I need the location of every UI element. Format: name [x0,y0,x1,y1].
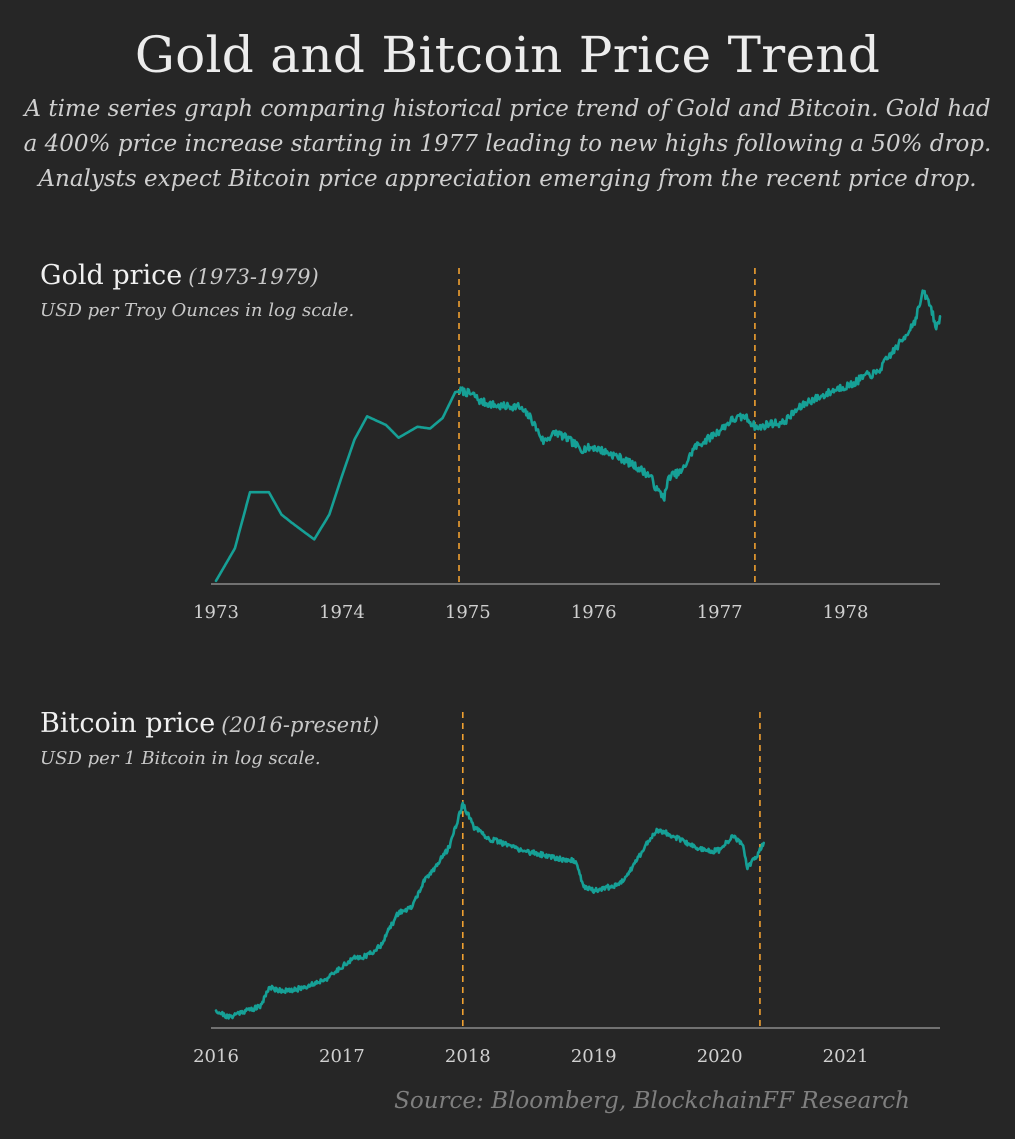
source-note: Source: Bloomberg, BlockchainFF Research [394,1088,910,1114]
btc-tick-2019: 2019 [571,1046,617,1067]
bitcoin-axis-description: USD per 1 Bitcoin in log scale. [40,748,321,769]
gold-tick-1975: 1975 [445,602,491,623]
gold-tick-1978: 1978 [823,602,869,623]
bitcoin-panel-title: Bitcoin price (2016-present) [40,708,379,739]
gold-axis-description: USD per Troy Ounces in log scale. [40,300,355,321]
btc-tick-2016: 2016 [193,1046,239,1067]
btc-price-line [214,801,765,1020]
gold-tick-1977: 1977 [697,602,743,623]
chart-subtitle: A time series graph comparing historical… [23,96,992,192]
bitcoin-period: (2016-present) [221,713,380,737]
gold-tick-1976: 1976 [571,602,617,623]
gold-title-text: Gold price [40,260,183,291]
gold-tick-1973: 1973 [193,602,239,623]
btc-tick-2018: 2018 [445,1046,491,1067]
btc-tick-2021: 2021 [823,1046,869,1067]
btc-tick-2020: 2020 [697,1046,743,1067]
gold-price-line [214,289,942,583]
gold-price-chart: 1973 1974 1975 1976 1977 1978 [193,268,942,623]
btc-tick-2017: 2017 [319,1046,365,1067]
gold-panel-title: Gold price (1973-1979) [40,260,319,291]
chart-title: Gold and Bitcoin Price Trend [134,26,881,84]
bitcoin-title-text: Bitcoin price [40,708,216,739]
gold-period: (1973-1979) [188,265,319,289]
bitcoin-price-chart: 2016 2017 2018 2019 2020 2021 [193,712,940,1067]
gold-tick-1974: 1974 [319,602,365,623]
